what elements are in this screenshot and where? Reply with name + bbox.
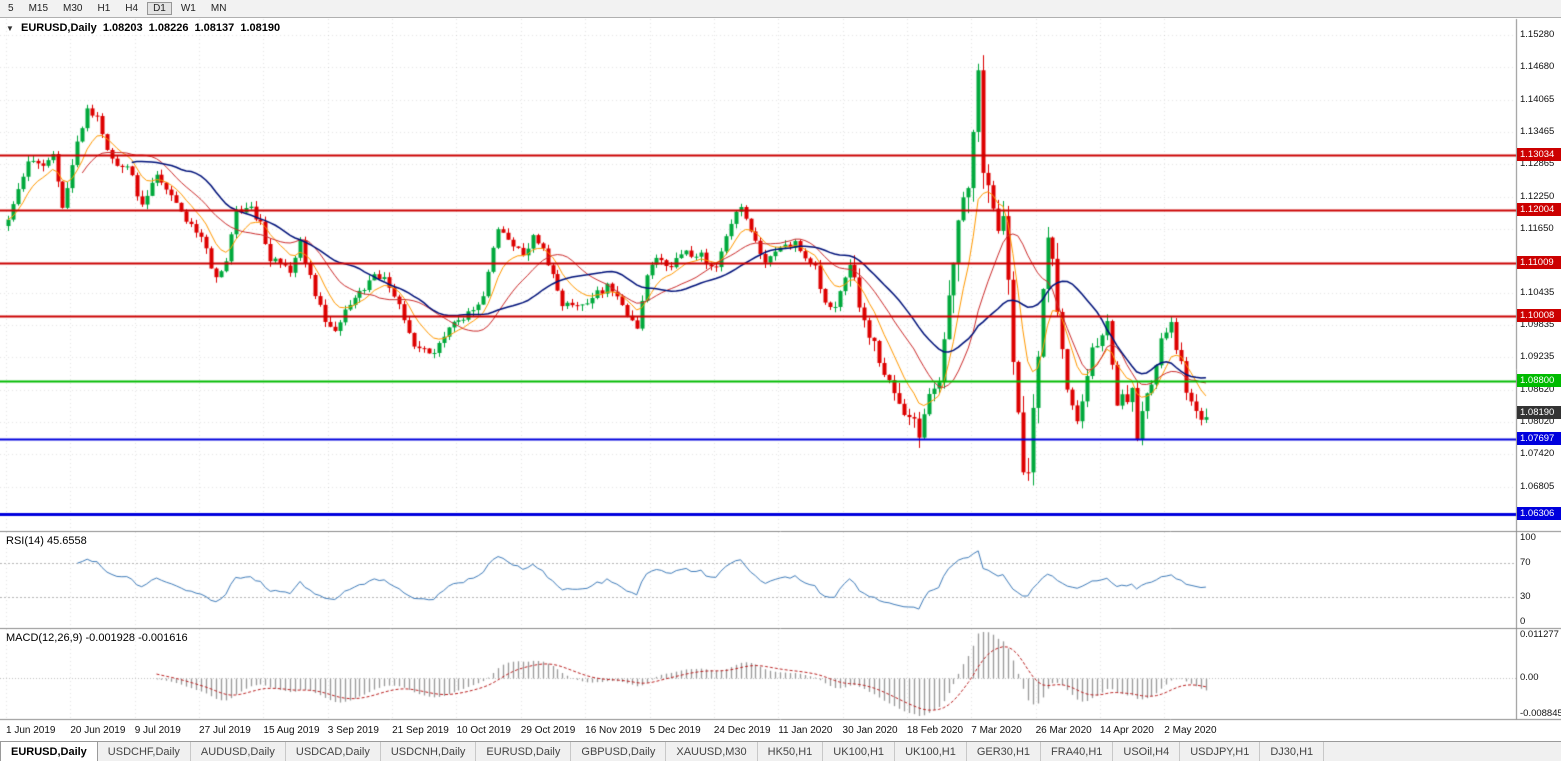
rsi-axis-label: 0 — [1520, 616, 1526, 627]
price-axis-label[interactable]: 1.14680 — [1520, 61, 1555, 72]
price-axis-label[interactable]: 1.07420 — [1520, 448, 1555, 460]
price-axis-label[interactable]: 1.09835 — [1520, 319, 1555, 331]
chart-tab-uk100-h1[interactable]: UK100,H1 — [895, 742, 967, 761]
timeframe-button-h1[interactable]: H1 — [97, 3, 111, 14]
date-axis-label: 27 Jul 2019 — [199, 725, 251, 736]
date-axis-label: 15 Aug 2019 — [263, 725, 320, 736]
price-axis-label[interactable]: 1.06805 — [1520, 481, 1555, 493]
date-axis-label: 16 Nov 2019 — [585, 725, 642, 736]
chart-tab-usdcnh-daily[interactable]: USDCNH,Daily — [381, 742, 477, 761]
date-axis-label: 18 Feb 2020 — [906, 725, 964, 736]
chart-tab-bar: EURUSD,Daily USDCHF,Daily AUDUSD,Daily USDC… — [0, 741, 1561, 761]
timeframe-button-m15[interactable]: M15 — [28, 3, 49, 14]
hline-price-tag: 1.10008 — [1517, 309, 1561, 323]
symbol-ohlc-header: ▼ EURUSD,Daily 1.08203 1.08226 1.08137 1… — [6, 22, 283, 34]
hline-price-tag: 1.08800 — [1517, 373, 1561, 387]
date-axis-label: 20 Jun 2019 — [70, 725, 126, 736]
price-open: 1.08203 — [102, 22, 143, 34]
date-axis-label: 30 Jan 2020 — [842, 725, 898, 736]
chart-tab-usoil-h4[interactable]: USOil,H4 — [1113, 742, 1181, 761]
rsi-name: RSI(14) — [6, 535, 44, 547]
date-axis-label: 9 Jul 2019 — [134, 725, 181, 736]
rsi-indicator-header: RSI(14) 45.6558 — [6, 535, 87, 547]
current-price-tag: 1.08190 — [1517, 406, 1561, 420]
price-axis-label[interactable]: 1.08020 — [1520, 416, 1555, 428]
collapse-arrow-icon[interactable]: ▼ — [6, 24, 14, 33]
timeframe-button-5[interactable]: 5 — [8, 3, 14, 14]
chart-tab-usdchf-daily[interactable]: USDCHF,Daily — [98, 742, 191, 761]
date-axis-label: 1 Jun 2019 — [6, 725, 56, 736]
chart-tab-hk50-h1[interactable]: HK50,H1 — [758, 742, 824, 761]
price-close: 1.08190 — [240, 22, 281, 34]
price-chart-canvas[interactable] — [0, 0, 1561, 741]
price-low: 1.08137 — [194, 22, 235, 34]
price-axis-label[interactable]: 1.11650 — [1520, 222, 1554, 234]
chart-tab-dj30-h1[interactable]: DJ30,H1 — [1260, 742, 1325, 761]
chart-tab-audusd-daily[interactable]: AUDUSD,Daily — [191, 742, 286, 761]
date-axis-label: 29 Oct 2019 — [520, 725, 576, 736]
macd-main-value: -0.001928 — [85, 632, 136, 644]
timeframe-button-mn[interactable]: MN — [210, 3, 227, 14]
timeframe-button-d1[interactable]: D1 — [147, 2, 172, 15]
date-axis-label: 24 Dec 2019 — [713, 725, 771, 736]
chart-tab-fra40-h1[interactable]: FRA40,H1 — [1041, 742, 1114, 761]
date-axis-label: 3 Sep 2019 — [327, 725, 379, 736]
price-axis-label[interactable]: 1.08620 — [1520, 384, 1555, 396]
hline-price-tag: 1.07697 — [1517, 432, 1561, 446]
price-axis-label[interactable]: 1.12250 — [1520, 190, 1555, 202]
macd-name: MACD(12,26,9) — [6, 632, 83, 644]
date-axis-label: 26 Mar 2020 — [1035, 725, 1092, 736]
macd-indicator-header: MACD(12,26,9) -0.001928 -0.001616 — [6, 632, 188, 644]
price-axis-label[interactable]: 1.15280 — [1520, 29, 1555, 40]
price-high: 1.08226 — [148, 22, 189, 34]
timeframe-toolbar: 5 M15 M30 H1 H4 D1 W1 MN — [0, 0, 1561, 18]
rsi-value: 45.6558 — [46, 535, 87, 547]
date-axis-label: 2 May 2020 — [1164, 725, 1217, 736]
price-axis-label[interactable]: 1.12865 — [1520, 157, 1555, 169]
symbol-title: EURUSD,Daily — [20, 22, 97, 34]
hline-price-tag: 1.11009 — [1517, 255, 1561, 269]
chart-tab-eurusd-daily[interactable]: EURUSD,Daily — [0, 742, 98, 761]
price-axis-label[interactable]: 1.14065 — [1520, 93, 1555, 105]
timeframe-button-w1[interactable]: W1 — [180, 3, 196, 14]
chart-tab-usdcad-daily[interactable]: USDCAD,Daily — [286, 742, 381, 761]
date-axis-label: 14 Apr 2020 — [1099, 725, 1154, 736]
date-axis-label: 7 Mar 2020 — [971, 725, 1022, 736]
hline-price-tag: 1.13034 — [1517, 147, 1561, 161]
price-axis-label[interactable]: 1.13465 — [1520, 125, 1555, 137]
date-axis-label: 10 Oct 2019 — [456, 725, 511, 736]
hline-price-tag: 1.12004 — [1517, 202, 1561, 216]
chart-tab-uk100-h1[interactable]: UK100,H1 — [823, 742, 896, 761]
date-axis-label: 11 Jan 2020 — [778, 725, 833, 736]
macd-axis-label: -0.008845 — [1520, 708, 1561, 719]
date-axis-label: 21 Sep 2019 — [392, 725, 449, 736]
timeframe-button-h4[interactable]: H4 — [125, 3, 139, 14]
chart-tab-eurusd-daily[interactable]: EURUSD,Daily — [476, 742, 572, 761]
price-axis-label[interactable]: 1.10435 — [1520, 287, 1555, 299]
macd-axis-label: 0.011277 — [1520, 629, 1559, 640]
chart-tab-gbpusd-daily[interactable]: GBPUSD,Daily — [571, 742, 667, 761]
macd-axis-label: 0.00 — [1520, 671, 1539, 683]
rsi-axis-label: 30 — [1520, 590, 1531, 602]
rsi-axis-label: 70 — [1520, 557, 1531, 569]
hline-price-tag: 1.06306 — [1517, 506, 1561, 520]
macd-signal-value: -0.001616 — [138, 632, 188, 644]
date-axis-label: 5 Dec 2019 — [649, 725, 701, 736]
rsi-axis-label: 100 — [1520, 532, 1536, 543]
timeframe-button-m30[interactable]: M30 — [63, 3, 83, 14]
chart-tab-usdjpy-h1[interactable]: USDJPY,H1 — [1180, 742, 1261, 761]
chart-tab-ger30-h1[interactable]: GER30,H1 — [967, 742, 1042, 761]
chart-tab-xauusd-m30[interactable]: XAUUSD,M30 — [666, 742, 758, 761]
price-axis-label[interactable]: 1.09235 — [1520, 351, 1555, 363]
